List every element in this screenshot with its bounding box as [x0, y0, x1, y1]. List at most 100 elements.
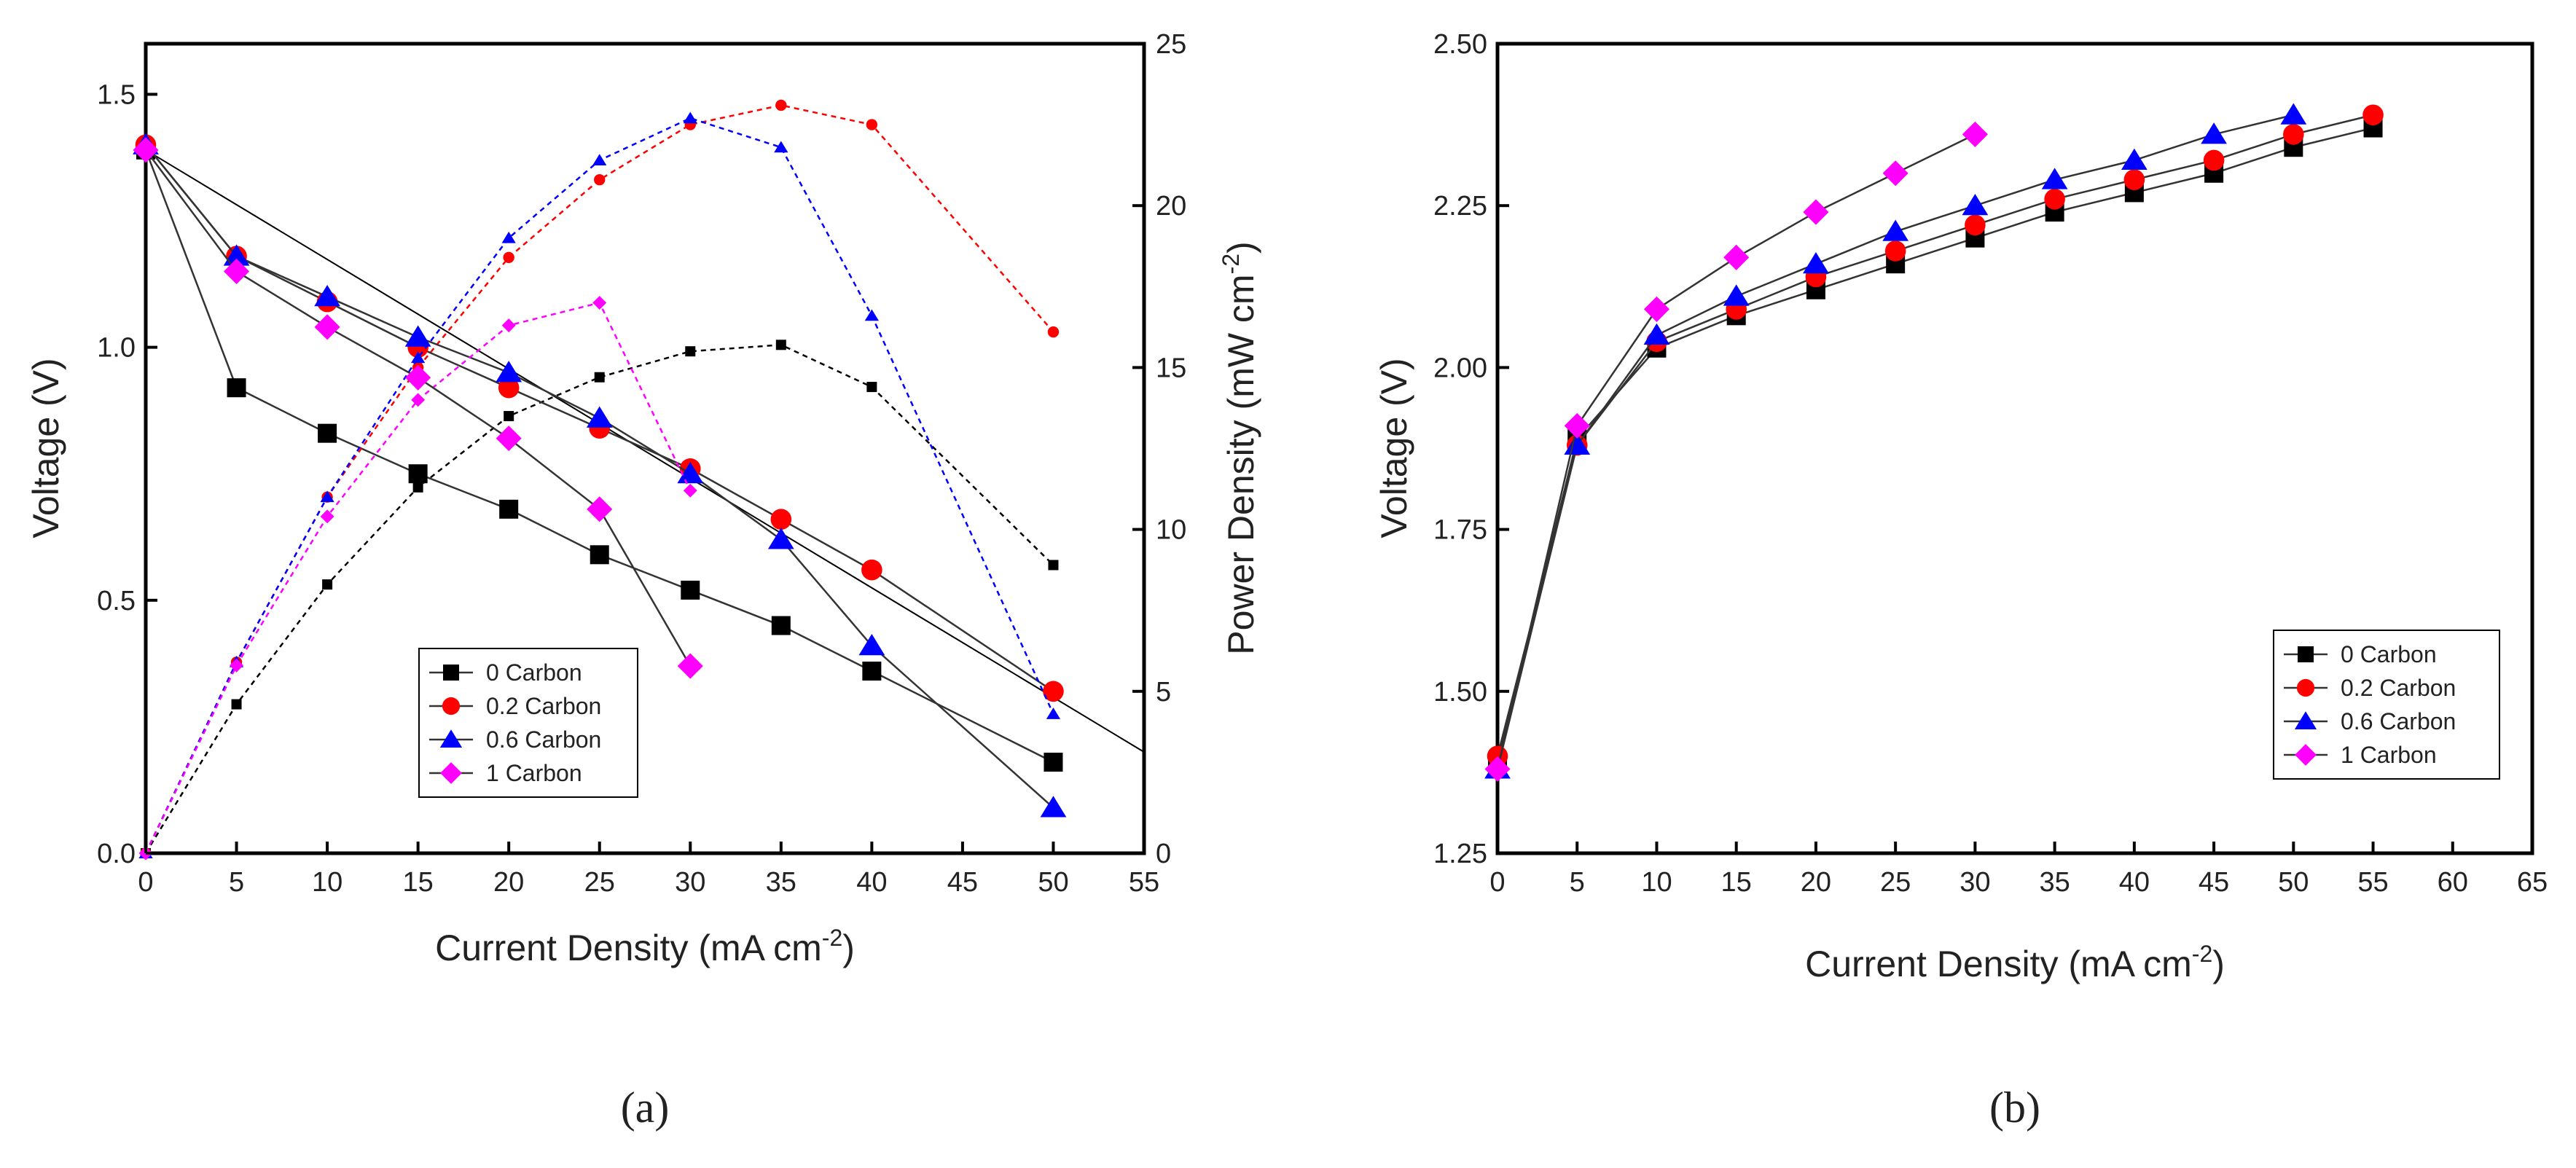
voltage-point-1-carbon [1962, 121, 1988, 147]
voltage-point-0-carbon [771, 616, 791, 635]
voltage-line-0-6-carbon [145, 144, 1054, 809]
power-point-0-carbon [685, 346, 696, 357]
power-point-1-carbon [683, 483, 697, 498]
legend-marker-0-6-carbon [439, 729, 463, 748]
voltage-point-0-2-carbon [2123, 169, 2145, 190]
legend-label-1-carbon: 1 Carbon [486, 760, 582, 786]
power-point-0-6-carbon [501, 231, 516, 243]
voltage-point-0-carbon [862, 662, 882, 681]
voltage-point-0-2-carbon [2362, 104, 2384, 126]
y-tick-label: 1.75 [1433, 515, 1487, 546]
voltage-point-0-6-carbon [314, 284, 340, 307]
y-tick-label: 0.5 [97, 586, 136, 616]
x-tick-label: 50 [1038, 867, 1068, 898]
power-line-0-carbon [144, 344, 1054, 854]
voltage-point-0-6-carbon [1564, 433, 1591, 455]
panel-b-frame [1495, 42, 2534, 855]
legend-marker-0-2-carbon [2296, 678, 2315, 697]
voltage-point-1-carbon [133, 137, 159, 163]
voltage-point-0-6-carbon [1040, 796, 1067, 818]
voltage-point-0-6-carbon [2201, 122, 2227, 144]
voltage-point-0-6-carbon [858, 634, 885, 656]
power-point-0-6-carbon [1046, 708, 1061, 719]
panel-a-frame [144, 42, 1146, 855]
y-tick-label: 2.50 [1433, 29, 1487, 60]
y-tick-label: 1.25 [1433, 839, 1487, 869]
power-point-0-carbon [1048, 560, 1059, 571]
x-tick-label: 50 [2278, 867, 2309, 898]
power-point-0-carbon [594, 372, 605, 383]
voltage-point-0-2-carbon [2044, 189, 2065, 210]
voltage-point-0-2-carbon [1884, 240, 1906, 262]
x-tick-label: 30 [1960, 867, 1990, 898]
voltage-point-1-carbon [1882, 160, 1908, 187]
legend-label-0-6-carbon: 0.6 Carbon [486, 726, 601, 753]
y-tick-label: 1.0 [97, 333, 136, 364]
voltage-point-1-carbon [314, 314, 340, 340]
voltage-point-0-6-carbon [496, 361, 522, 383]
panel-b-legend: 0 Carbon 0.2 Carbon 0.6 Carbon 1 Carbon [2273, 630, 2500, 780]
y-tick-label: 1.50 [1433, 677, 1487, 708]
x-tick-label: 0 [138, 867, 153, 898]
panel-a-x-axis-label: Current Density (mA cm-2) [435, 925, 855, 968]
voltage-point-0-6-carbon [1962, 193, 1989, 216]
voltage-point-1-carbon [677, 653, 703, 679]
voltage-point-1-carbon [223, 258, 250, 285]
voltage-point-0-6-carbon [586, 406, 613, 428]
power-point-0-6-carbon [592, 154, 607, 165]
voltage-point-0-6-carbon [223, 244, 250, 266]
legend-marker-1-carbon [2295, 744, 2317, 766]
voltage-point-0-6-carbon [1803, 251, 1829, 274]
y-tick-label: 2.00 [1433, 353, 1487, 383]
x-tick-label: 35 [2039, 867, 2070, 898]
x-tick-label: 10 [312, 867, 342, 898]
power-point-0-6-carbon [864, 309, 879, 321]
power-point-1-carbon [501, 318, 516, 333]
panel-a-caption: (a) [621, 1083, 670, 1132]
x-tick-label: 20 [493, 867, 524, 898]
power-point-0-6-carbon [411, 351, 426, 364]
y2-tick-label: 0 [1156, 839, 1171, 869]
power-point-0-carbon [322, 579, 333, 590]
voltage-line-0-2-carbon [145, 144, 1054, 692]
power-point-0-6-carbon [320, 490, 334, 503]
x-tick-label: 25 [1880, 867, 1911, 898]
panel-a-y2-axis-label: Power Density (mW cm-2) [1218, 241, 1261, 654]
x-tick-label: 20 [1801, 867, 1831, 898]
power-point-0-carbon [412, 482, 423, 493]
voltage-point-1-carbon [496, 426, 522, 452]
voltage-point-0-2-carbon [498, 377, 520, 399]
voltage-point-0-carbon [499, 499, 519, 519]
voltage-point-1-carbon [1564, 412, 1590, 439]
legend-label-0-carbon: 0 Carbon [2341, 641, 2437, 667]
legend-label-0-2-carbon: 0.2 Carbon [486, 693, 601, 719]
y2-tick-label: 5 [1156, 677, 1171, 708]
y2-tick-label: 25 [1156, 29, 1186, 60]
panel-b-marks [1484, 103, 2384, 783]
panel-b-y-axis-label: Voltage (V) [1374, 358, 1414, 538]
power-point-1-carbon [320, 509, 334, 524]
panel-b: 0 5 10 15 20 25 30 35 40 45 50 55 60 65 1.25 1.50 1.75 2… [1374, 29, 2548, 1132]
power-point-1-carbon [230, 658, 243, 673]
x-tick-label: 55 [2357, 867, 2388, 898]
y2-tick-label: 15 [1156, 353, 1186, 383]
voltage-point-1-carbon [1643, 296, 1670, 322]
voltage-point-0-2-carbon [2283, 124, 2304, 145]
legend-label-0-6-carbon: 0.6 Carbon [2341, 708, 2456, 734]
panel-a: 0 5 10 15 20 25 30 35 40 45 50 55 0.0 0.5 1.0 1.5 0 5 10… [26, 29, 1261, 1132]
voltage-point-0-6-carbon [1882, 219, 1909, 241]
voltage-point-0-carbon [590, 545, 609, 565]
power-point-0-carbon [504, 411, 514, 422]
x-tick-label: 30 [675, 867, 705, 898]
panel-a-marks [133, 99, 1145, 861]
voltage-point-0-2-carbon [2203, 149, 2225, 171]
voltage-point-1-carbon [1723, 244, 1750, 270]
voltage-point-1-carbon [405, 364, 431, 391]
voltage-line-0-carbon [144, 149, 1054, 764]
power-point-0-2-carbon [594, 173, 606, 186]
power-point-1-carbon [592, 296, 607, 310]
voltage-point-0-6-carbon [2121, 148, 2148, 170]
legend-marker-0-2-carbon [442, 697, 461, 716]
power-point-0-6-carbon [683, 111, 697, 124]
